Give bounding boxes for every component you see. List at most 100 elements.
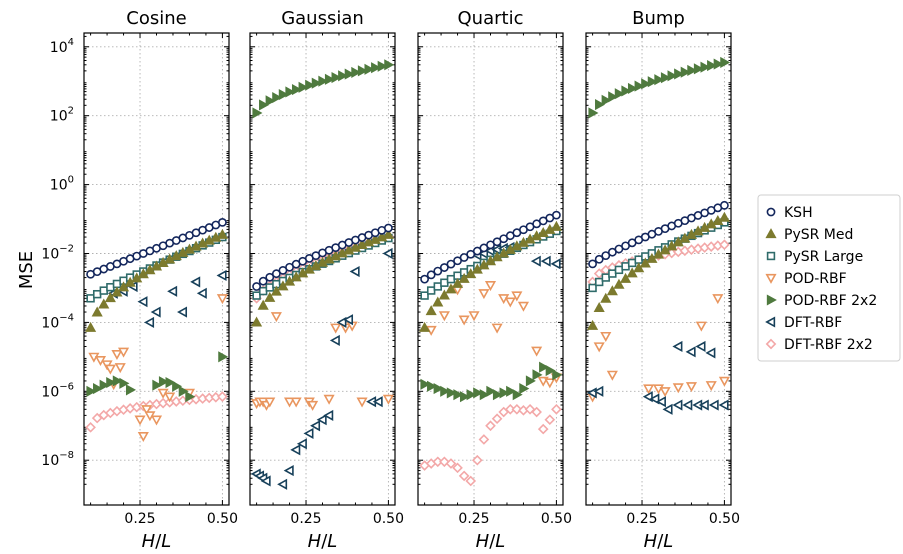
data-point xyxy=(331,71,342,84)
legend-label: PySR Large xyxy=(784,249,863,265)
data-point xyxy=(257,299,269,310)
data-point xyxy=(86,385,97,397)
x-axis-label: H/L xyxy=(644,531,674,552)
data-point xyxy=(283,397,296,408)
data-point xyxy=(91,306,103,317)
data-point xyxy=(588,283,597,293)
legend-marker xyxy=(765,228,777,239)
data-point xyxy=(272,91,283,104)
legend-label: KSH xyxy=(784,205,813,221)
data-point xyxy=(433,282,442,291)
data-point xyxy=(344,68,355,80)
data-point xyxy=(552,369,563,381)
axes-frame xyxy=(249,32,396,506)
legend-frame xyxy=(757,194,901,362)
data-point xyxy=(125,384,136,396)
data-point xyxy=(492,389,503,401)
data-point xyxy=(453,389,464,401)
y-tick-label: 10−2 xyxy=(41,243,74,262)
data-point xyxy=(713,58,724,70)
data-point xyxy=(446,387,457,399)
data-point xyxy=(687,64,698,77)
data-point xyxy=(674,68,685,80)
data-point xyxy=(265,95,276,107)
data-point xyxy=(466,389,477,401)
legend-marker xyxy=(765,338,777,350)
data-point xyxy=(672,383,684,394)
legend-label: DFT-RBF 2x2 xyxy=(784,337,873,353)
series-dft-rbf-2x2 xyxy=(85,391,228,433)
data-point xyxy=(137,431,149,442)
data-point xyxy=(465,475,477,487)
series-dft-rbf-2x2 xyxy=(419,403,562,487)
data-point xyxy=(86,294,95,303)
data-point xyxy=(606,370,618,381)
legend-marker xyxy=(765,273,777,284)
data-point xyxy=(425,305,437,316)
data-point xyxy=(382,247,393,260)
panel-title: Bump xyxy=(632,8,685,29)
data-point xyxy=(655,396,666,408)
data-point xyxy=(641,78,652,90)
data-point xyxy=(264,397,276,408)
data-point xyxy=(647,76,658,88)
data-point xyxy=(330,323,342,334)
series-pod-rbf-2x2 xyxy=(588,56,731,119)
data-point xyxy=(660,72,671,84)
data-point xyxy=(614,88,625,100)
data-point xyxy=(252,291,261,300)
data-point xyxy=(588,107,599,119)
data-point xyxy=(117,281,130,292)
data-point xyxy=(427,380,438,392)
data-point xyxy=(601,273,610,282)
data-point xyxy=(196,287,207,299)
data-point xyxy=(217,391,228,402)
y-tick-label: 100 xyxy=(50,175,74,194)
data-point xyxy=(491,323,503,334)
data-point xyxy=(316,414,327,426)
data-point xyxy=(519,383,530,395)
data-point xyxy=(420,378,431,390)
data-point xyxy=(303,427,314,439)
data-point xyxy=(270,312,282,323)
data-point xyxy=(420,274,429,284)
data-point xyxy=(252,282,261,291)
data-point xyxy=(619,272,632,283)
data-point xyxy=(530,255,541,267)
data-point xyxy=(451,277,464,288)
data-point xyxy=(433,266,443,276)
data-point xyxy=(588,259,597,269)
data-point xyxy=(420,291,429,300)
data-point xyxy=(433,383,444,395)
data-point xyxy=(185,391,196,403)
legend-entry: DFT-RBF xyxy=(765,315,842,331)
data-point xyxy=(343,314,354,326)
data-point xyxy=(265,272,275,282)
legend-entry: PySR Med xyxy=(765,227,853,243)
data-point xyxy=(627,82,638,95)
data-point xyxy=(137,296,148,308)
panel-bump: Bump 0.25 0.50 H/L xyxy=(585,8,740,552)
data-point xyxy=(452,462,463,474)
data-point xyxy=(351,66,362,78)
data-point xyxy=(357,65,368,77)
data-point xyxy=(382,228,394,239)
data-point xyxy=(98,298,110,309)
data-point xyxy=(446,274,456,284)
data-point xyxy=(531,406,542,418)
data-point xyxy=(458,272,470,283)
y-tick-label: 10−6 xyxy=(41,381,74,400)
data-point xyxy=(680,66,691,78)
data-point xyxy=(152,379,163,391)
legend-marker xyxy=(766,207,776,217)
data-point xyxy=(517,301,530,312)
panel-quartic: Quartic 0.25 0.50 H/L xyxy=(417,8,572,552)
data-point xyxy=(700,61,711,73)
data-point xyxy=(627,258,637,268)
data-point xyxy=(608,91,619,103)
data-point xyxy=(707,60,718,72)
data-point xyxy=(112,375,123,387)
data-point xyxy=(323,409,334,421)
x-tick-label: 0.50 xyxy=(207,511,238,527)
